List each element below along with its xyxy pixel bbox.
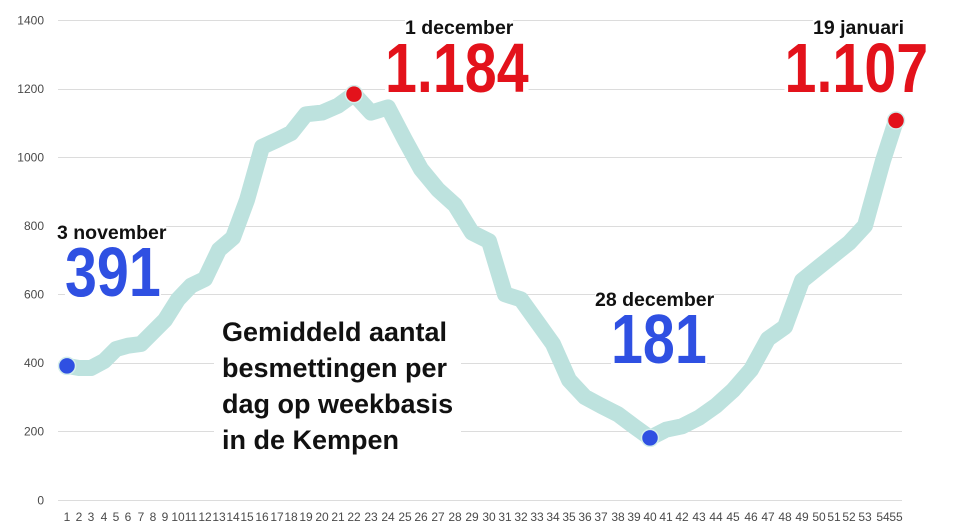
annotation-value-label: 391 xyxy=(65,233,161,311)
annotation-date-label: 19 januari xyxy=(813,17,905,39)
chart-title: Gemiddeld aantal besmettingen per dag op… xyxy=(214,314,462,458)
chart-title-line: Gemiddeld aantal xyxy=(222,317,448,347)
annotation-value-label: 1.184 xyxy=(385,29,529,107)
chart-title-line: dag op weekbasis xyxy=(222,389,454,419)
chart-title-line: besmettingen per xyxy=(222,353,448,383)
annotation-value-label: 181 xyxy=(611,300,707,378)
chart-title-line: in de Kempen xyxy=(222,425,400,455)
annotation-value-label: 1.107 xyxy=(784,29,928,107)
annotation-date-label: 1 december xyxy=(405,17,514,39)
